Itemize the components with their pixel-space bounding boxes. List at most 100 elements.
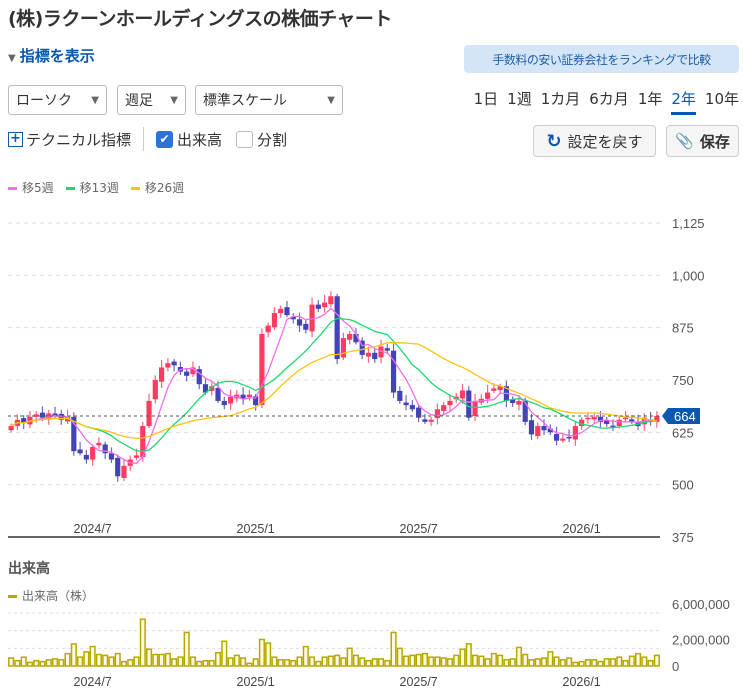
candle-up <box>434 409 441 419</box>
candle-up <box>378 346 384 358</box>
chart-type-select[interactable]: ローソク ▼ <box>8 85 107 115</box>
volume-bar <box>196 660 203 667</box>
candle-up <box>271 313 278 328</box>
period-tab[interactable]: 1週 <box>507 90 532 108</box>
y-tick-label: 750 <box>672 373 694 388</box>
y-tick-label: 1,000 <box>672 268 705 283</box>
split-checkbox[interactable] <box>236 130 254 148</box>
reset-settings-button[interactable]: ↻ 設定を戻す <box>533 125 656 157</box>
candle-down <box>372 352 378 360</box>
volume-bar <box>51 658 59 667</box>
candle-up <box>309 304 315 332</box>
candle-up <box>579 419 585 427</box>
volume-bar <box>64 652 71 667</box>
candle-up <box>121 465 127 478</box>
scale-select[interactable]: 標準スケール ▼ <box>195 85 343 115</box>
volume-bar <box>39 660 46 667</box>
candle-down <box>390 350 397 393</box>
volume-bar <box>553 656 560 667</box>
y-tick-label: 500 <box>672 478 694 493</box>
candle-down <box>522 400 528 422</box>
period-tab[interactable]: 6カ月 <box>589 90 629 108</box>
volume-bar <box>158 653 165 667</box>
period-tab[interactable]: 1カ月 <box>540 90 581 108</box>
candle-up <box>591 416 597 420</box>
candle-down <box>115 457 121 477</box>
volume-bar <box>352 654 359 667</box>
volume-bar <box>346 647 353 667</box>
candle-up <box>441 405 447 411</box>
candle-up <box>8 426 14 431</box>
volume-bar <box>334 654 341 667</box>
volume-bar <box>421 652 428 667</box>
candle-down <box>315 304 321 309</box>
candle-down <box>296 319 303 326</box>
volume-bar <box>628 655 635 667</box>
candle-down <box>409 405 415 410</box>
volume-bar <box>390 631 397 667</box>
candle-down <box>215 387 221 401</box>
volume-bar <box>139 618 146 667</box>
candle-up <box>64 416 71 422</box>
legend-ma13: 移13週 <box>65 179 119 196</box>
candle-down <box>566 436 572 439</box>
candle-up <box>27 416 33 425</box>
candle-down <box>353 333 359 343</box>
volume-bar <box>202 659 209 667</box>
volume-bar <box>434 656 441 667</box>
candle-up <box>365 352 372 357</box>
candle-up <box>622 417 629 420</box>
candle-up <box>96 442 102 446</box>
broker-ranking-button[interactable]: 手数料の安い証券会社をランキングで比較 <box>464 45 739 73</box>
candle-down <box>83 454 89 460</box>
volume-bar <box>189 656 196 667</box>
candle-down <box>422 419 428 422</box>
candle-down <box>77 449 83 454</box>
candle-down <box>403 402 409 406</box>
candle-down <box>466 390 472 418</box>
volume-checkbox-label[interactable]: 出来高 <box>177 130 223 149</box>
volume-bar <box>95 653 102 667</box>
volume-bar <box>302 645 309 667</box>
volume-bar <box>296 656 303 667</box>
volume-bar <box>8 657 15 667</box>
volume-bar <box>252 658 259 667</box>
volume-checkbox[interactable]: ✔ <box>156 130 174 148</box>
candle-down <box>541 426 547 431</box>
show-indicators-toggle[interactable]: ▼ 指標を表示 <box>8 45 95 66</box>
plus-icon[interactable]: + <box>8 131 23 147</box>
volume-bar <box>409 654 416 667</box>
candle-up <box>347 333 353 340</box>
volume-chart[interactable]: 6,000,000 2,000,000 0 2024/7 2025/1 2025/7 202… <box>0 600 743 693</box>
period-tab[interactable]: 1日 <box>473 90 499 108</box>
chart-options-row: + テクニカル指標 ✔ 出来高 分割 <box>8 127 287 151</box>
refresh-icon: ↻ <box>546 130 562 152</box>
volume-bar <box>283 659 291 667</box>
chevron-down-icon: ▼ <box>91 94 99 106</box>
candle-down <box>184 371 190 376</box>
price-chart[interactable]: 1,125 1,000 875 750 625 500 375 2024/7 2025/1 202… <box>0 200 743 545</box>
x-tick-label: 2025/7 <box>400 522 438 536</box>
period-tab[interactable]: 2年 <box>671 88 696 115</box>
volume-bar <box>164 652 171 667</box>
period-tab[interactable]: 10年 <box>704 90 739 108</box>
volume-bar <box>534 658 541 667</box>
save-button[interactable]: 📎 保存 <box>666 125 739 157</box>
volume-bar <box>591 659 598 667</box>
technical-indicators-link[interactable]: テクニカル指標 <box>26 130 132 149</box>
volume-bar <box>183 631 190 667</box>
x-tick-label: 2026/1 <box>563 675 601 689</box>
chevron-down-icon: ▼ <box>170 94 178 106</box>
candle-down <box>397 390 403 401</box>
candle-down <box>39 412 46 418</box>
candle-up <box>654 416 660 422</box>
volume-bar <box>321 656 328 667</box>
candle-up <box>158 367 165 382</box>
candle-up <box>190 367 196 375</box>
interval-select[interactable]: 週足 ▼ <box>117 85 186 115</box>
volume-bar <box>233 654 240 667</box>
volume-bar <box>415 653 422 667</box>
period-tab[interactable]: 1年 <box>637 90 663 108</box>
split-checkbox-label[interactable]: 分割 <box>257 130 288 149</box>
volume-bar <box>509 658 516 667</box>
